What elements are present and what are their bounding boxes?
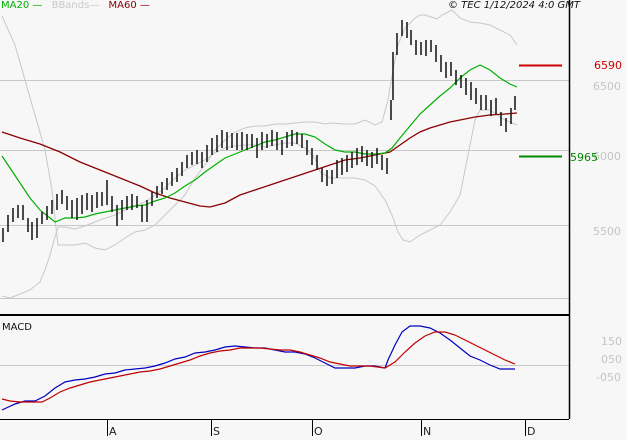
legend-bbands-label: BBands: [51, 0, 90, 11]
legend-ma60: MA60 —: [108, 0, 150, 11]
legend-bbands: BBands—: [51, 0, 100, 11]
price-label-6000: 6000: [593, 150, 621, 163]
month-label-s: S: [213, 425, 220, 438]
macd-signal-line: [1, 331, 516, 403]
chart-legend: MA20 — BBands— MA60 —: [1, 0, 156, 12]
price-label-6500: 6500: [593, 80, 621, 93]
month-label-d: D: [527, 425, 536, 438]
macd-label-050: 050: [601, 353, 622, 366]
legend-ma20: MA20 —: [1, 0, 43, 11]
month-label-a: A: [109, 425, 117, 438]
bollinger-bands: [1, 9, 518, 299]
legend-ma20-label: MA20: [1, 0, 30, 11]
macd-label-150: 150: [601, 335, 622, 348]
month-label-n: N: [423, 425, 432, 438]
macd-title: MACD: [2, 322, 32, 333]
month-ticks: [107, 420, 526, 436]
price-label-5500: 5500: [593, 225, 621, 238]
macd-line: [1, 325, 515, 411]
copyright-text: © TEC 1/12/2024 4:0 GMT: [448, 0, 580, 11]
resistance-label: 6590: [594, 59, 622, 72]
month-label-o: O: [314, 425, 323, 438]
price-gridlines: [0, 80, 569, 366]
ma60-line: [1, 112, 518, 208]
macd-label-neg050: -050: [596, 371, 621, 384]
legend-ma60-label: MA60: [108, 0, 137, 11]
price-bars: [2, 20, 516, 242]
support-label: 5965: [570, 151, 598, 164]
ma20-line: [1, 64, 518, 223]
